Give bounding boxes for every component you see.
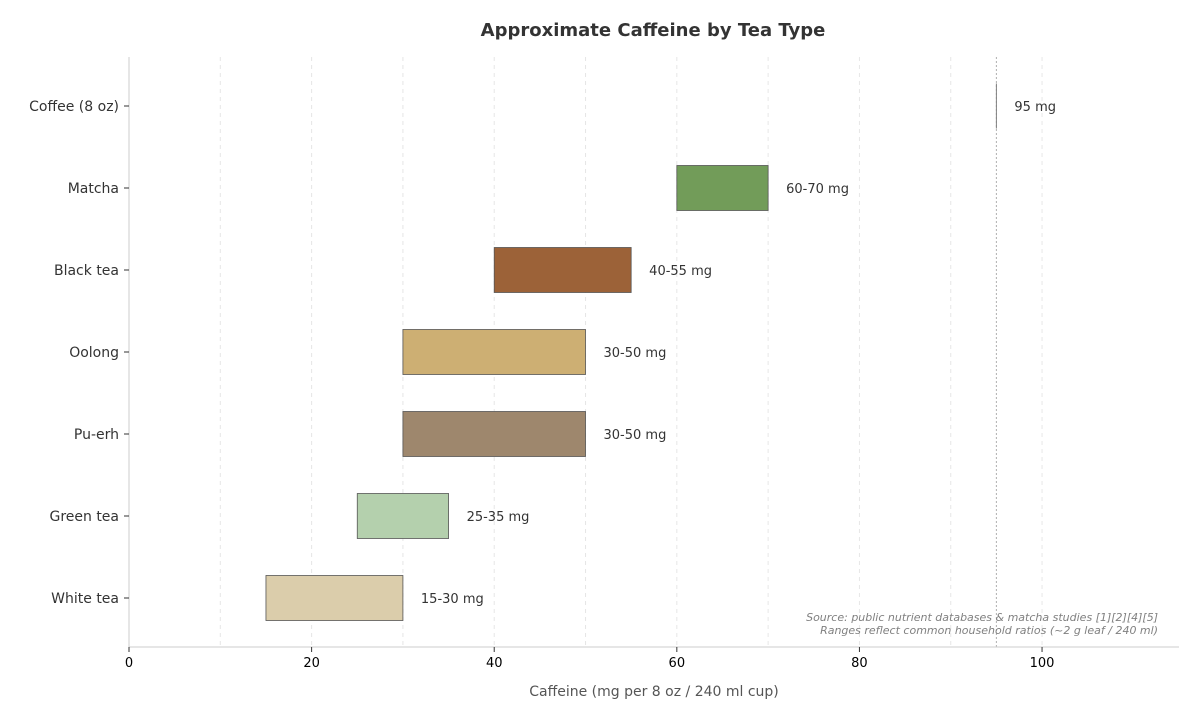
source-note: Source: public nutrient databases & matc… bbox=[806, 611, 1158, 624]
source-notes: Source: public nutrient databases & matc… bbox=[806, 611, 1158, 637]
y-tick-label: Black tea bbox=[54, 263, 119, 279]
range-bar bbox=[356, 493, 449, 539]
source-note: Ranges reflect common household ratios (… bbox=[820, 624, 1158, 637]
value-label: 30-50 mg bbox=[604, 428, 667, 443]
y-tick-label: Matcha bbox=[68, 181, 119, 197]
range-bar bbox=[676, 165, 769, 211]
range-bar bbox=[265, 575, 404, 621]
x-tick-label: 0 bbox=[125, 656, 133, 671]
range-bar bbox=[402, 329, 586, 375]
x-tick-label: 100 bbox=[1030, 656, 1055, 671]
y-tick-label: White tea bbox=[51, 591, 119, 607]
range-bar bbox=[402, 411, 586, 457]
range-bar bbox=[493, 247, 632, 293]
y-tick-label: Pu-erh bbox=[74, 427, 119, 443]
x-tick-label: 60 bbox=[669, 656, 686, 671]
value-label: 30-50 mg bbox=[604, 346, 667, 361]
value-label: 95 mg bbox=[1014, 100, 1056, 115]
y-tick-label: Green tea bbox=[49, 509, 119, 525]
range-bars: 15-30 mg 25-35 mg 30-50 mg 30-50 mg 40-55 mg… bbox=[265, 83, 1056, 621]
value-label: 60-70 mg bbox=[786, 182, 849, 197]
value-label: 25-35 mg bbox=[467, 510, 530, 525]
chart-title: Approximate Caffeine by Tea Type bbox=[481, 20, 826, 41]
x-tick-label: 80 bbox=[851, 656, 868, 671]
x-gridlines bbox=[219, 57, 1043, 647]
value-label: 15-30 mg bbox=[421, 592, 484, 607]
x-tick-label: 20 bbox=[303, 656, 320, 671]
x-axis-ticks: 0 20 40 60 80 100 bbox=[125, 647, 1055, 671]
x-axis-label: Caffeine (mg per 8 oz / 240 ml cup) bbox=[529, 684, 779, 700]
x-tick-label: 40 bbox=[486, 656, 503, 671]
y-tick-label: Oolong bbox=[69, 345, 119, 361]
y-axis-ticks: White tea Green tea Pu-erh Oolong Black tea M… bbox=[29, 99, 129, 607]
y-tick-label: Coffee (8 oz) bbox=[29, 99, 119, 115]
value-label: 40-55 mg bbox=[649, 264, 712, 279]
